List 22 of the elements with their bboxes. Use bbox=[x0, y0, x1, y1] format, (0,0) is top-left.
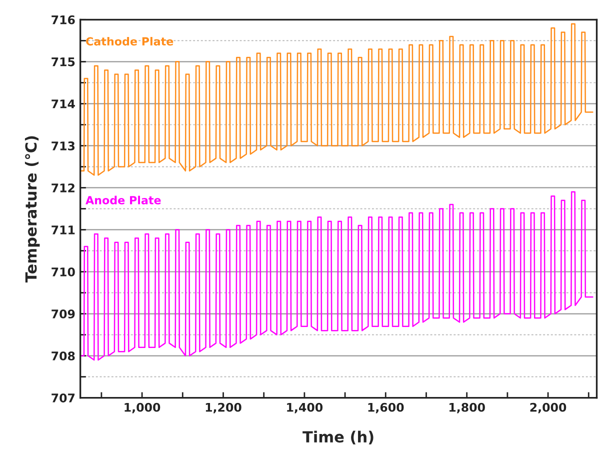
y-tick-label: 707 bbox=[52, 394, 75, 402]
x-tick-label: 1,200 bbox=[206, 402, 242, 414]
y-tick-label: 708 bbox=[52, 352, 75, 360]
y-tick-label: 713 bbox=[52, 141, 75, 150]
y-tick-label: 709 bbox=[52, 309, 75, 318]
y-tick-label: 710 bbox=[52, 267, 75, 276]
y-tick-label: 711 bbox=[52, 226, 75, 234]
line-series bbox=[80, 191, 594, 361]
x-tick-label: 1,000 bbox=[124, 402, 160, 414]
y-tick-label: 714 bbox=[52, 100, 75, 108]
x-tick-label: 1,600 bbox=[368, 402, 404, 414]
line-series bbox=[80, 23, 594, 176]
text: Anode Plate bbox=[86, 196, 161, 204]
y-tick-label: 716 bbox=[52, 15, 75, 24]
x-tick-label: 1,400 bbox=[287, 402, 323, 414]
series-label: Cathode Plate bbox=[86, 36, 174, 46]
x-tick-label: 1,800 bbox=[449, 402, 485, 414]
x-tick-label: 2,000 bbox=[530, 402, 566, 414]
y-tick-label: 712 bbox=[52, 183, 74, 192]
y-axis-title: Temperature (℃) bbox=[24, 136, 40, 282]
x-axis-title: Time (h) bbox=[302, 430, 374, 444]
y-tick-label: 715 bbox=[52, 58, 75, 66]
